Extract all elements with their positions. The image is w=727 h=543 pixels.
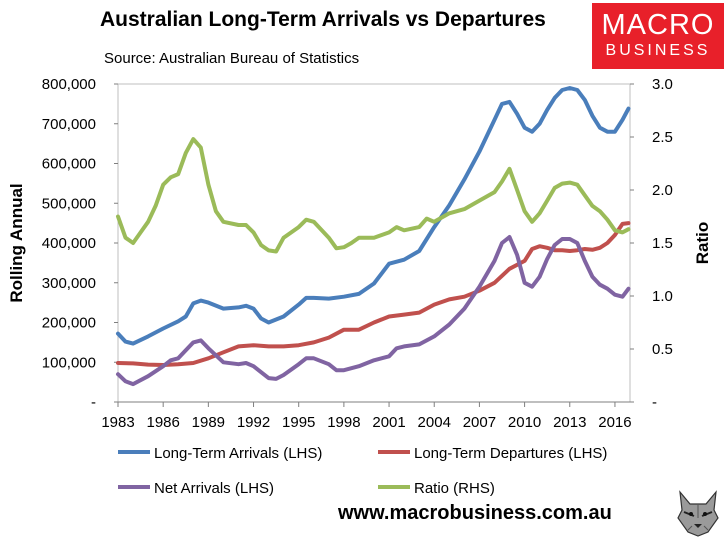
x-tick-label: 1998: [327, 414, 360, 431]
series-line-net-arrivals-lhs: [116, 235, 631, 387]
chart-title: Australian Long-Term Arrivals vs Departu…: [100, 8, 546, 31]
legend-label-long-term-departures-lhs: Long-Term Departures (LHS): [414, 445, 607, 462]
y-tick-label: 300,000: [42, 275, 96, 292]
y2-tick-label: -: [652, 394, 657, 411]
legend-label-long-term-arrivals-lhs: Long-Term Arrivals (LHS): [154, 445, 322, 462]
y-tick-label: -: [91, 394, 96, 411]
wolf-icon: [674, 488, 722, 538]
y-tick-label: 700,000: [42, 116, 96, 133]
y2-tick-label: 0.5: [652, 341, 673, 358]
x-tick-label: 1986: [146, 414, 179, 431]
series-line-long-term-arrivals-lhs: [116, 86, 631, 346]
y-tick-label: 400,000: [42, 235, 96, 252]
y2-tick-label: 3.0: [652, 76, 673, 93]
x-tick-label: 2001: [372, 414, 405, 431]
x-tick-label: 2007: [463, 414, 496, 431]
legend-label-ratio-rhs: Ratio (RHS): [414, 480, 495, 497]
y-tick-label: 200,000: [42, 315, 96, 332]
x-tick-label: 2016: [598, 414, 631, 431]
x-tick-label: 2004: [418, 414, 451, 431]
y2-tick-label: 2.5: [652, 129, 673, 146]
legend-label-net-arrivals-lhs: Net Arrivals (LHS): [154, 480, 274, 497]
x-tick-label: 1992: [237, 414, 270, 431]
logo-line2: BUSINESS: [605, 42, 711, 59]
y2-tick-label: 1.5: [652, 235, 673, 252]
chart-subtitle: Source: Australian Bureau of Statistics: [104, 50, 360, 67]
plot-area: [117, 83, 631, 403]
macrobusiness-logo: MACRO BUSINESS: [592, 3, 724, 69]
y-tick-label: 800,000: [42, 76, 96, 93]
x-tick-label: 1995: [282, 414, 315, 431]
y2-tick-label: 1.0: [652, 288, 673, 305]
footer-url: www.macrobusiness.com.au: [338, 502, 612, 524]
x-tick-label: 2013: [553, 414, 586, 431]
y-tick-label: 100,000: [42, 354, 96, 371]
y2-tick-label: 2.0: [652, 182, 673, 199]
x-tick-label: 2010: [508, 414, 541, 431]
x-tick-label: 1989: [192, 414, 225, 431]
y-tick-label: 600,000: [42, 156, 96, 173]
x-tick-label: 1983: [101, 414, 134, 431]
y-tick-label: 500,000: [42, 195, 96, 212]
logo-line1: MACRO: [601, 9, 715, 41]
y-axis-label: Rolling Annual: [7, 183, 26, 302]
series-line-ratio-rhs: [116, 137, 631, 254]
y2-axis-label: Ratio: [693, 222, 712, 265]
